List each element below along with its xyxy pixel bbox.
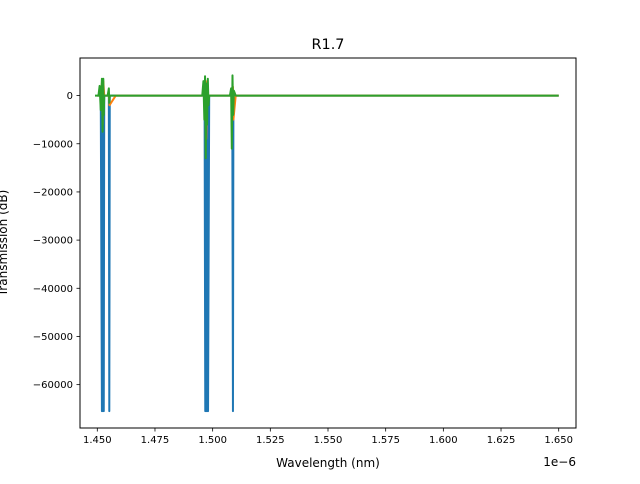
series-line-1 [97,94,559,413]
x-tick-label: 1.450 [83,435,112,446]
x-tick-label: 1.650 [544,435,573,446]
series-layer [95,74,559,413]
y-tick-label: −20000 [33,187,73,198]
x-tick-label: 1.525 [256,435,285,446]
y-axis: 0 −10000 −20000 −30000 −40000 −50000 −60000 [33,91,80,391]
x-tick-label: 1.475 [141,435,170,446]
x-tick-label: 1.500 [198,435,227,446]
y-tick-label: −60000 [33,380,73,391]
x-tick-label: 1.600 [429,435,458,446]
y-tick-label: −30000 [33,236,73,247]
y-tick-label: −40000 [33,284,73,295]
series-line-2 [97,80,559,140]
x-tick-label: 1.575 [371,435,400,446]
x-axis-label: Wavelength (nm) [276,456,380,470]
x-axis: 1.450 1.475 1.500 1.525 1.550 1.575 1.600 1.625… [83,428,573,446]
plot-area-frame [79,57,577,429]
y-tick-label: 0 [67,91,73,102]
series-line-3 [95,74,559,160]
y-axis-label: Transmission (dB) [0,190,10,298]
y-tick-label: −50000 [33,332,73,343]
chart-title: R1.7 [312,37,345,53]
x-tick-label: 1.625 [487,435,516,446]
x-axis-offset-label: 1e−6 [543,455,576,469]
y-tick-label: −10000 [33,139,73,150]
x-tick-label: 1.550 [314,435,343,446]
